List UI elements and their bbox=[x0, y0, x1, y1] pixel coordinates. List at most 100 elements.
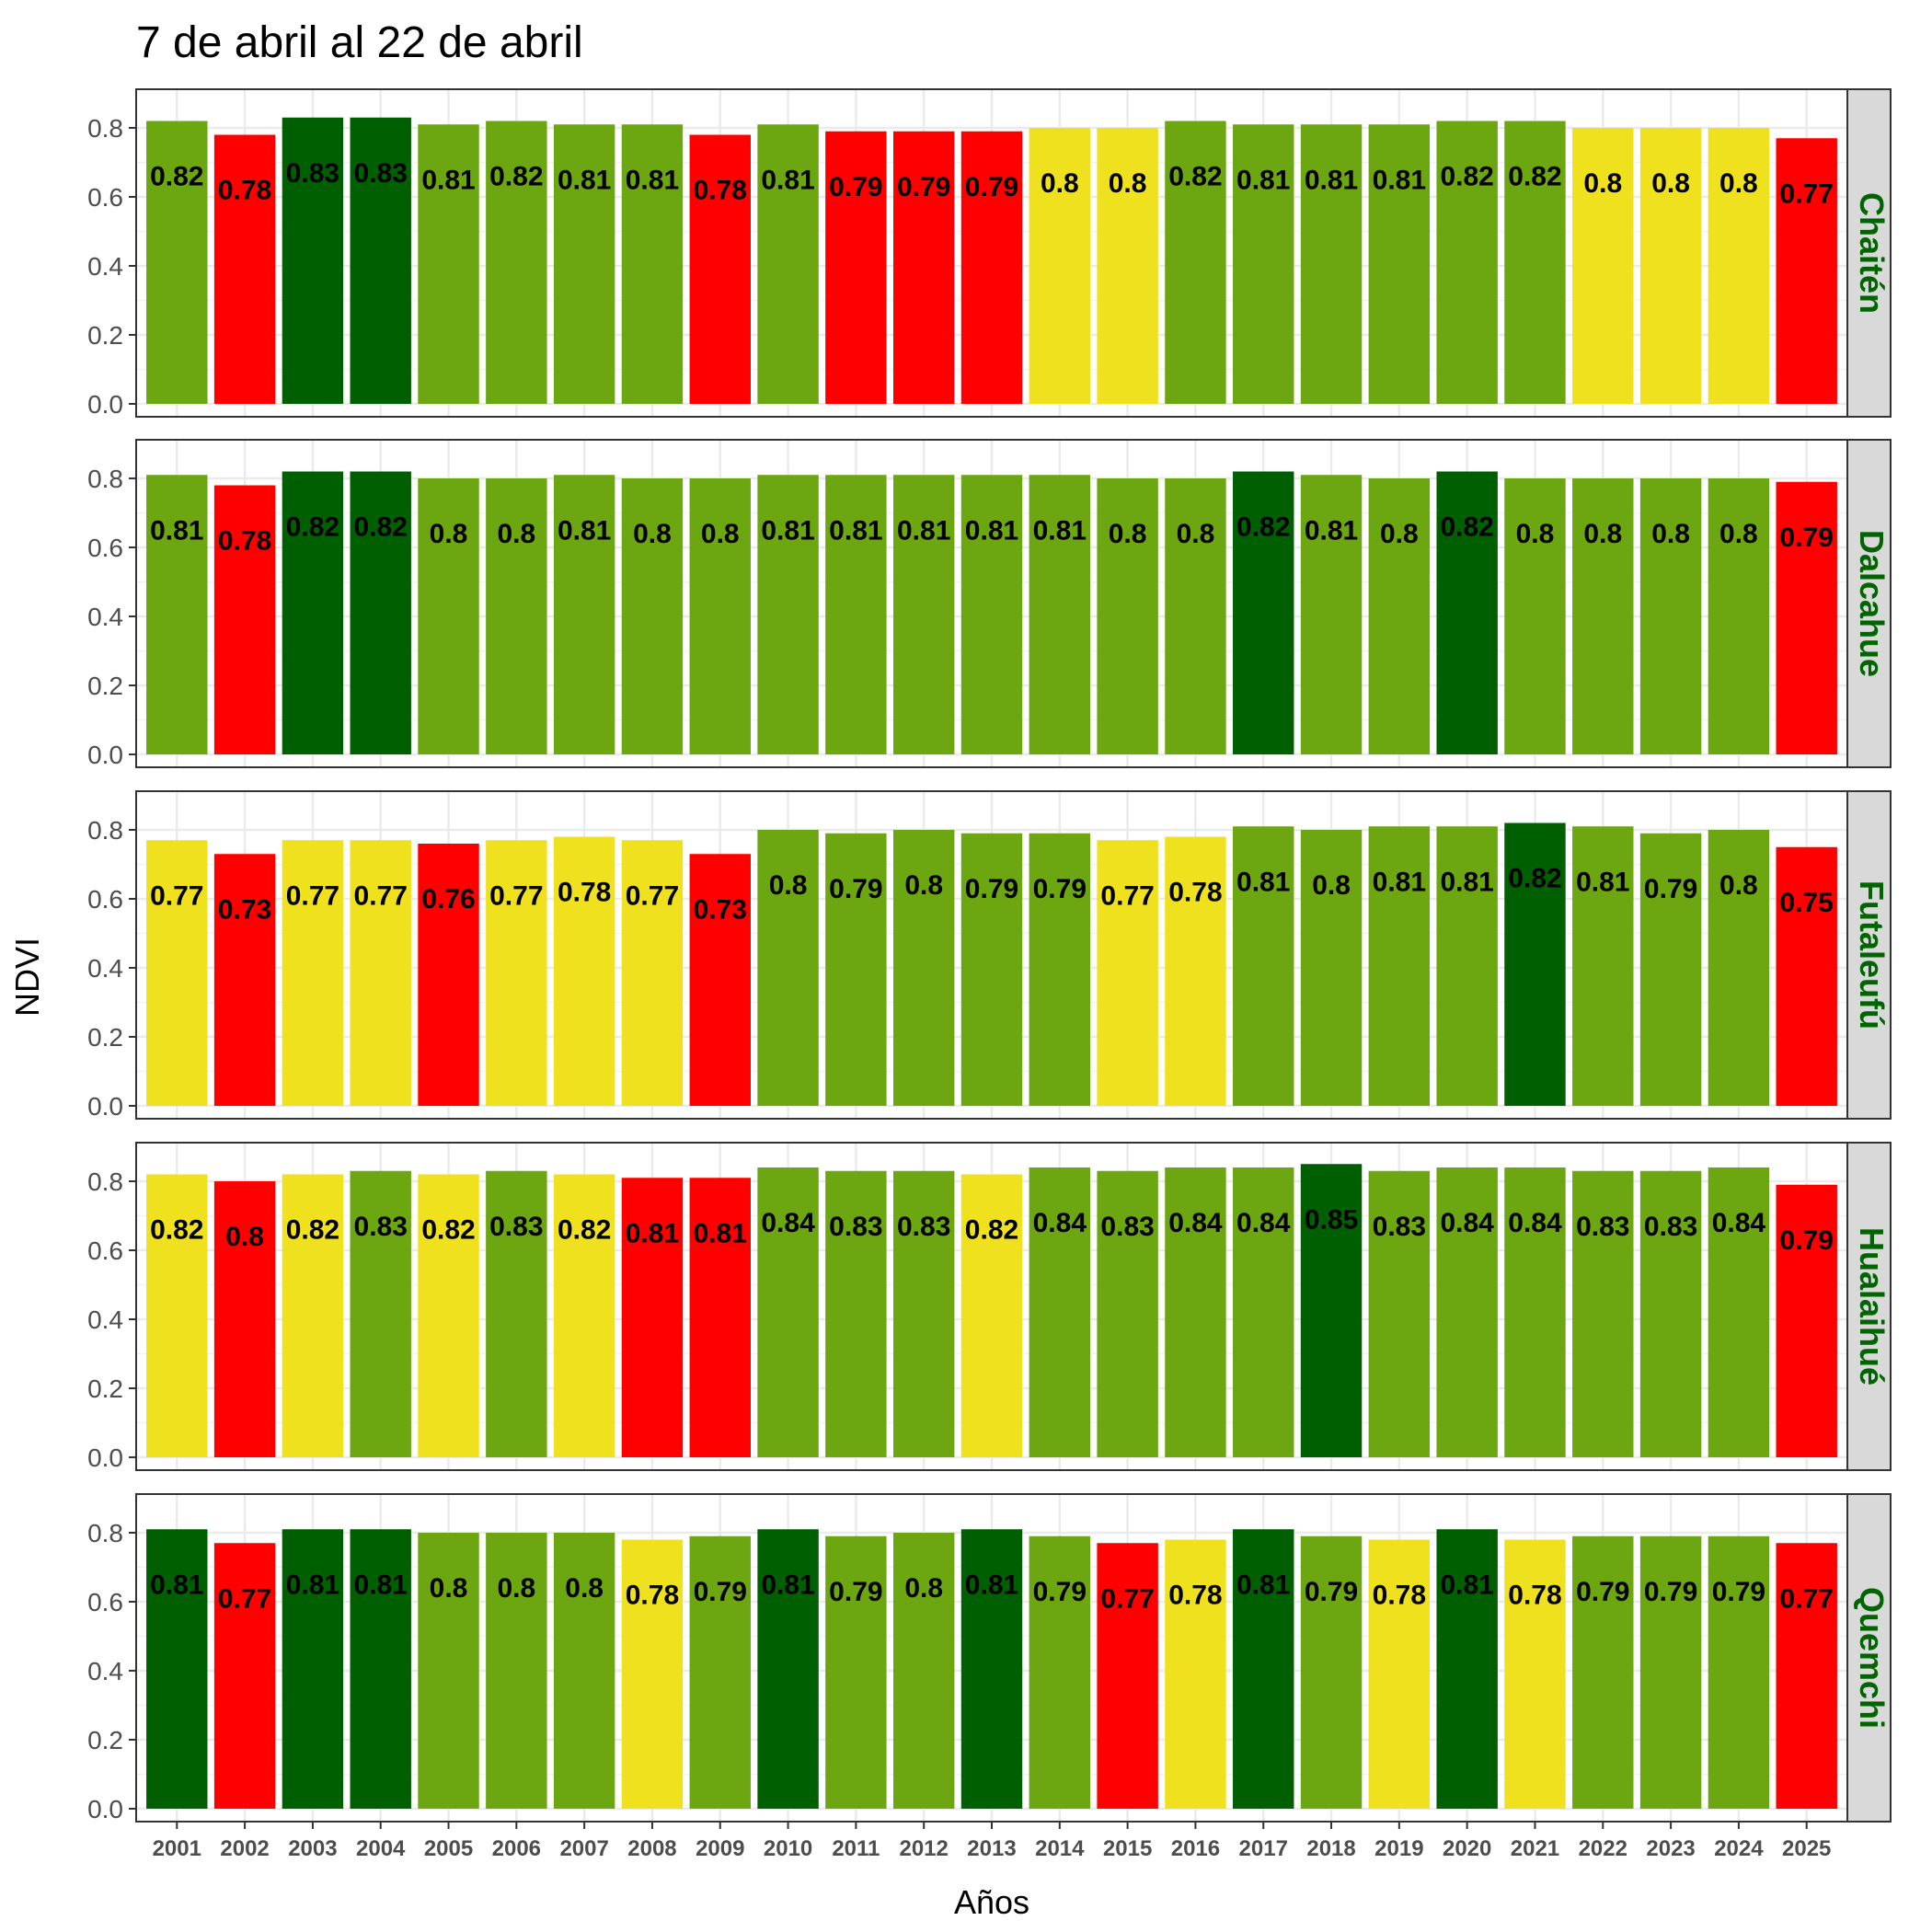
bar-label-chaiten-2025: 0.77 bbox=[1780, 178, 1834, 209]
x-tick-label-2003: 2003 bbox=[288, 1836, 337, 1861]
bar-chaiten-2018 bbox=[1300, 124, 1363, 404]
bar-label-futaleufu-2009: 0.73 bbox=[694, 894, 747, 925]
bar-hualaihue-2008 bbox=[621, 1178, 684, 1457]
bar-quemchi-2012 bbox=[892, 1533, 955, 1809]
bar-label-hualaihue-2016: 0.84 bbox=[1168, 1208, 1223, 1238]
y-tick-label: 0.8 bbox=[87, 465, 123, 493]
bar-label-chaiten-2020: 0.82 bbox=[1440, 162, 1493, 192]
bar-label-chaiten-2002: 0.78 bbox=[218, 176, 271, 206]
bar-label-hualaihue-2023: 0.83 bbox=[1644, 1212, 1697, 1242]
bar-quemchi-2016 bbox=[1165, 1539, 1226, 1809]
bar-label-quemchi-2022: 0.79 bbox=[1576, 1577, 1629, 1607]
bar-quemchi-2001 bbox=[146, 1529, 208, 1809]
bar-quemchi-2018 bbox=[1300, 1535, 1363, 1809]
bar-hualaihue-2016 bbox=[1165, 1167, 1226, 1457]
bar-dalcahue-2004 bbox=[350, 471, 411, 754]
bar-label-quemchi-2004: 0.81 bbox=[354, 1570, 408, 1600]
bar-futaleufu-2024 bbox=[1708, 830, 1770, 1106]
bar-dalcahue-2003 bbox=[282, 471, 344, 754]
bar-label-chaiten-2015: 0.8 bbox=[1109, 168, 1147, 199]
bar-chaiten-2009 bbox=[689, 134, 751, 404]
bar-hualaihue-2023 bbox=[1639, 1170, 1702, 1457]
bar-chaiten-2003 bbox=[282, 117, 344, 404]
y-tick-label: 0.0 bbox=[87, 1443, 123, 1472]
bar-label-quemchi-2016: 0.78 bbox=[1168, 1581, 1222, 1611]
bar-chaiten-2001 bbox=[146, 121, 208, 404]
bar-quemchi-2013 bbox=[960, 1529, 1023, 1809]
bar-dalcahue-2005 bbox=[418, 478, 479, 754]
bar-label-dalcahue-2002: 0.78 bbox=[218, 526, 271, 557]
bar-quemchi-2020 bbox=[1436, 1529, 1498, 1809]
bar-label-chaiten-2023: 0.8 bbox=[1651, 168, 1690, 199]
facet-strip-quemchi bbox=[1846, 1493, 1892, 1823]
bar-label-futaleufu-2010: 0.8 bbox=[769, 870, 808, 901]
bar-futaleufu-2016 bbox=[1165, 836, 1226, 1106]
bar-hualaihue-2007 bbox=[553, 1174, 615, 1457]
x-tick-label-2019: 2019 bbox=[1374, 1836, 1423, 1861]
bar-quemchi-2023 bbox=[1639, 1535, 1702, 1809]
bar-label-chaiten-2006: 0.82 bbox=[489, 162, 543, 192]
bar-futaleufu-2005 bbox=[418, 844, 479, 1106]
y-tick-label: 0.8 bbox=[87, 114, 123, 143]
bar-label-hualaihue-2013: 0.82 bbox=[965, 1215, 1018, 1246]
x-tick-label-2004: 2004 bbox=[356, 1836, 406, 1861]
x-tick-label-2013: 2013 bbox=[967, 1836, 1016, 1861]
bar-futaleufu-2002 bbox=[213, 854, 276, 1106]
bar-hualaihue-2004 bbox=[350, 1170, 411, 1457]
bar-label-hualaihue-2022: 0.83 bbox=[1576, 1212, 1629, 1242]
panel-hualaihue: 0.82 0.8 0.82 0.83 0.82 0.83 0.82 0.81 0.81 0.84 0… bbox=[87, 1142, 1892, 1472]
bar-label-quemchi-2005: 0.8 bbox=[430, 1573, 468, 1604]
bar-label-quemchi-2018: 0.79 bbox=[1305, 1577, 1358, 1607]
bar-chaiten-2007 bbox=[553, 124, 615, 404]
bar-futaleufu-2017 bbox=[1233, 826, 1294, 1106]
bar-label-hualaihue-2017: 0.84 bbox=[1236, 1208, 1291, 1238]
bar-futaleufu-2001 bbox=[146, 840, 208, 1106]
bar-label-chaiten-2018: 0.81 bbox=[1305, 165, 1358, 195]
bar-futaleufu-2009 bbox=[689, 854, 751, 1106]
bar-label-futaleufu-2025: 0.75 bbox=[1780, 888, 1834, 918]
y-tick-label: 0.6 bbox=[87, 183, 123, 212]
bar-label-dalcahue-2005: 0.8 bbox=[430, 519, 468, 549]
bar-hualaihue-2020 bbox=[1436, 1167, 1498, 1457]
bar-quemchi-2025 bbox=[1776, 1543, 1837, 1809]
bar-futaleufu-2011 bbox=[825, 833, 887, 1106]
bar-quemchi-2017 bbox=[1233, 1529, 1294, 1809]
bar-futaleufu-2008 bbox=[621, 840, 684, 1106]
bar-label-hualaihue-2020: 0.84 bbox=[1440, 1208, 1494, 1238]
bar-dalcahue-2019 bbox=[1368, 478, 1431, 754]
bar-label-hualaihue-2010: 0.84 bbox=[761, 1208, 815, 1238]
bar-label-hualaihue-2003: 0.82 bbox=[286, 1215, 339, 1246]
bar-label-hualaihue-2012: 0.83 bbox=[897, 1212, 950, 1242]
bar-label-chaiten-2013: 0.79 bbox=[965, 172, 1018, 202]
bar-label-dalcahue-2001: 0.81 bbox=[150, 515, 203, 546]
bar-dalcahue-2001 bbox=[146, 475, 208, 754]
bar-label-hualaihue-2007: 0.82 bbox=[558, 1215, 611, 1246]
y-axis-title: NDVI bbox=[8, 937, 46, 1017]
bar-hualaihue-2001 bbox=[146, 1174, 208, 1457]
y-tick-label: 0.8 bbox=[87, 1519, 123, 1547]
bar-label-dalcahue-2009: 0.8 bbox=[701, 519, 740, 549]
bar-quemchi-2002 bbox=[213, 1543, 276, 1809]
x-tick-label-2015: 2015 bbox=[1103, 1836, 1152, 1861]
bar-quemchi-2022 bbox=[1572, 1535, 1634, 1809]
bar-chaiten-2005 bbox=[418, 124, 479, 404]
bar-label-futaleufu-2021: 0.82 bbox=[1508, 864, 1561, 894]
x-tick-label-2006: 2006 bbox=[492, 1836, 541, 1861]
x-tick-label-2018: 2018 bbox=[1306, 1836, 1355, 1861]
bar-hualaihue-2013 bbox=[960, 1174, 1023, 1457]
bar-label-quemchi-2006: 0.8 bbox=[497, 1573, 535, 1604]
bar-dalcahue-2023 bbox=[1639, 478, 1702, 754]
bar-hualaihue-2005 bbox=[418, 1174, 479, 1457]
bar-label-futaleufu-2007: 0.78 bbox=[558, 878, 611, 908]
y-tick-label: 0.4 bbox=[87, 1657, 123, 1685]
bar-quemchi-2004 bbox=[350, 1529, 411, 1809]
x-axis-title: Años bbox=[954, 1883, 1029, 1921]
bar-quemchi-2014 bbox=[1029, 1535, 1091, 1809]
bar-hualaihue-2002 bbox=[213, 1181, 276, 1457]
bar-label-chaiten-2024: 0.8 bbox=[1719, 168, 1758, 199]
facet-panels: 0.82 0.780.83 0.83 0.81 0.82 0.81 0.81 0.78 0.81… bbox=[87, 88, 1892, 1823]
x-tick-label-2010: 2010 bbox=[764, 1836, 812, 1861]
bar-label-futaleufu-2008: 0.77 bbox=[626, 880, 679, 911]
bar-label-chaiten-2003: 0.83 bbox=[286, 158, 339, 189]
y-tick-label: 0.0 bbox=[87, 390, 123, 419]
